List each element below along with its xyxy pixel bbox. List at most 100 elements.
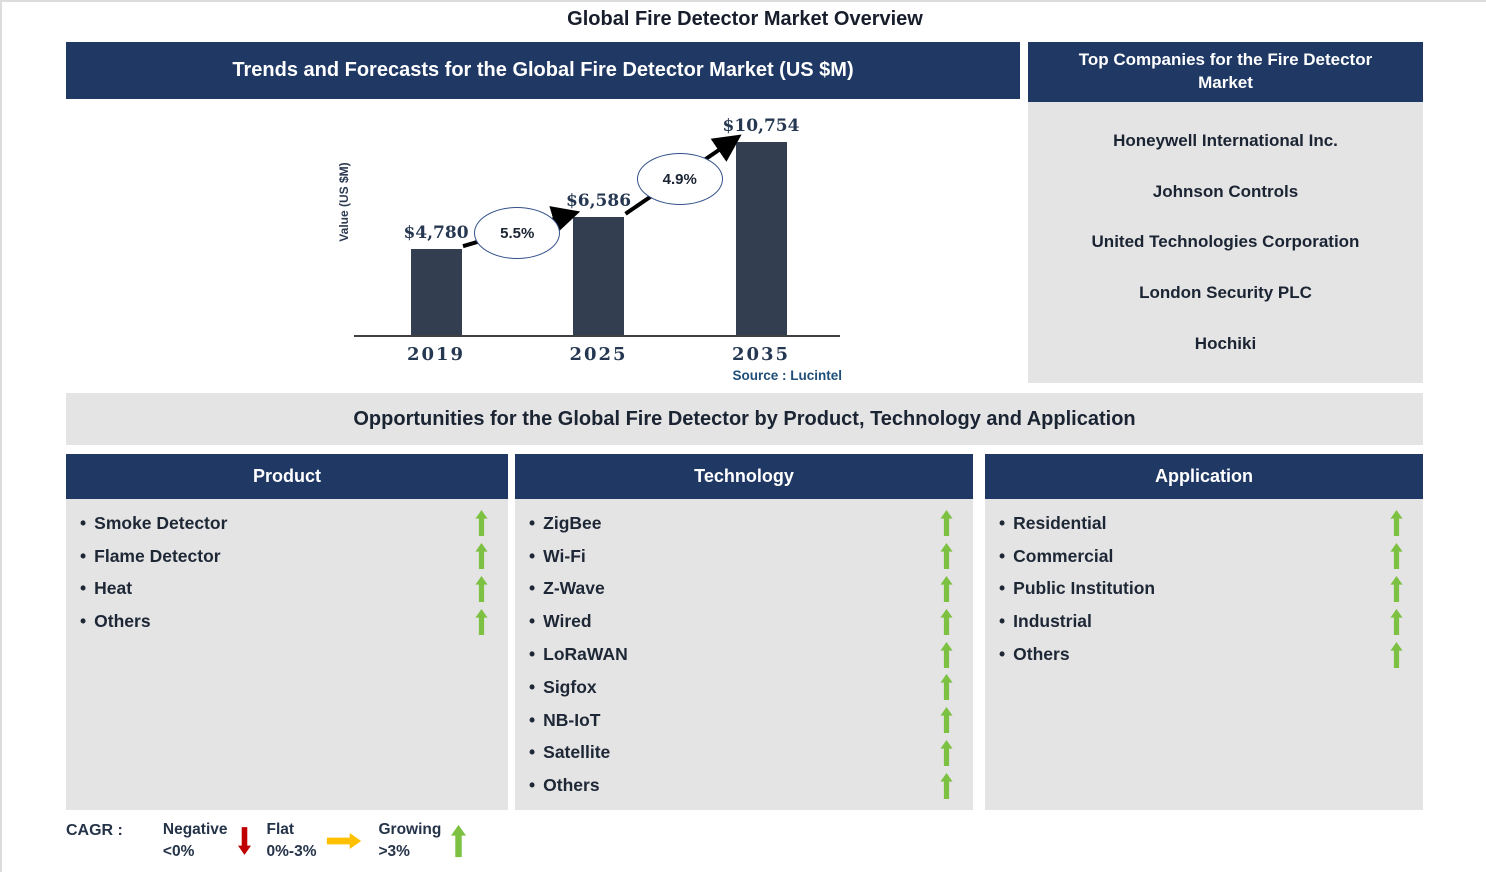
opportunity-item: • LoRaWAN bbox=[529, 638, 953, 671]
trends-panel-header-label: Trends and Forecasts for the Global Fire… bbox=[232, 59, 854, 81]
bullet: • bbox=[529, 742, 536, 763]
opportunity-item-label: LoRaWAN bbox=[543, 644, 628, 665]
cagr-annotation-oval: 4.9% bbox=[636, 153, 723, 206]
x-axis-tick-label: 2025 bbox=[569, 344, 628, 365]
opportunity-item: • Public Institution bbox=[999, 573, 1403, 606]
bullet: • bbox=[529, 512, 536, 533]
application-column-header: Application bbox=[985, 454, 1423, 499]
bullet: • bbox=[529, 611, 536, 632]
top-companies-panel: Top Companies for the Fire Detector Mark… bbox=[1028, 42, 1423, 383]
opportunity-item-label: Sigfox bbox=[543, 676, 597, 697]
trend-up-arrow-icon bbox=[940, 543, 953, 570]
company-item: Hochiki bbox=[1194, 333, 1257, 353]
trend-up-arrow-icon bbox=[475, 543, 488, 570]
opportunity-item: • ZigBee bbox=[529, 507, 953, 540]
cagr-up-arrow-icon bbox=[451, 824, 467, 858]
technology-column-header: Technology bbox=[515, 454, 973, 499]
bullet: • bbox=[529, 578, 536, 599]
bullet: • bbox=[80, 512, 87, 533]
bullet: • bbox=[80, 611, 87, 632]
bullet: • bbox=[80, 578, 87, 599]
trend-up-arrow-icon bbox=[940, 772, 953, 799]
page-title: Global Fire Detector Market Overview bbox=[567, 8, 923, 30]
opportunity-item-label: Smoke Detector bbox=[94, 512, 228, 533]
opportunity-item-label: Others bbox=[543, 775, 600, 796]
opportunity-item-label: Flame Detector bbox=[94, 545, 221, 566]
company-item: London Security PLC bbox=[1139, 283, 1312, 303]
bullet: • bbox=[529, 775, 536, 796]
top-companies-list: Honeywell International Inc. Johnson Cont… bbox=[1028, 102, 1423, 383]
opportunity-item: • Commercial bbox=[999, 540, 1403, 573]
legend-item-text: Negative <0% bbox=[162, 820, 228, 860]
trend-up-arrow-icon bbox=[1390, 608, 1403, 635]
legend-item-flat: Flat 0%-3% bbox=[267, 819, 379, 864]
trend-up-arrow-icon bbox=[940, 674, 953, 701]
bar-value-label: $4,780 bbox=[403, 223, 469, 244]
bar-2019 bbox=[410, 249, 462, 335]
trend-up-arrow-icon bbox=[475, 510, 488, 537]
top-companies-header-label: Top Companies for the Fire Detector Mark… bbox=[1078, 50, 1373, 92]
bullet: • bbox=[529, 545, 536, 566]
opportunities-band-label: Opportunities for the Global Fire Detect… bbox=[353, 407, 1136, 430]
opportunity-item: • Others bbox=[80, 605, 488, 638]
bar-2025 bbox=[573, 216, 624, 335]
opportunity-item: • Sigfox bbox=[529, 671, 953, 704]
opportunity-item-label: NB-IoT bbox=[543, 709, 601, 730]
bullet: • bbox=[999, 545, 1006, 566]
top-companies-header: Top Companies for the Fire Detector Mark… bbox=[1028, 42, 1423, 102]
trend-up-arrow-icon bbox=[475, 608, 488, 635]
bullet: • bbox=[999, 611, 1006, 632]
trend-up-arrow-icon bbox=[940, 510, 953, 537]
bar-value-label: $10,754 bbox=[722, 116, 800, 136]
bullet: • bbox=[999, 644, 1006, 665]
opportunity-item-label: Public Institution bbox=[1013, 578, 1156, 599]
technology-column-title: Technology bbox=[694, 466, 794, 486]
company-item: United Technologies Corporation bbox=[1091, 232, 1360, 252]
opportunity-item: • Flame Detector bbox=[80, 540, 488, 573]
company-item: Honeywell International Inc. bbox=[1113, 131, 1338, 151]
trend-up-arrow-icon bbox=[1390, 641, 1403, 668]
opportunity-item-label: Satellite bbox=[543, 742, 611, 763]
opportunity-item: • Others bbox=[999, 638, 1403, 671]
technology-column: Technology • ZigBee • Wi-Fi • Z-Wave • Wired • Lo… bbox=[515, 454, 973, 810]
market-forecast-bar-chart: Value (US $M) Source : Lucintel $4,780 20… bbox=[66, 99, 1020, 390]
chart-x-axis bbox=[354, 335, 840, 337]
legend-item-growing: Growing >3% bbox=[378, 819, 482, 864]
opportunity-item-label: Z-Wave bbox=[543, 578, 605, 599]
product-column: Product • Smoke Detector • Flame Detector • H… bbox=[66, 454, 508, 810]
trend-up-arrow-icon bbox=[940, 575, 953, 602]
application-column-list: • Residential • Commercial • Public Instituti… bbox=[985, 499, 1423, 810]
product-column-header: Product bbox=[66, 454, 508, 499]
opportunity-item: • Z-Wave bbox=[529, 573, 953, 606]
application-column-title: Application bbox=[1155, 466, 1253, 486]
opportunity-item-label: Wired bbox=[543, 611, 592, 632]
cagr-down-arrow-icon bbox=[237, 827, 251, 855]
trend-up-arrow-icon bbox=[940, 739, 953, 766]
bullet: • bbox=[529, 676, 536, 697]
cagr-annotation-oval: 5.5% bbox=[474, 207, 561, 259]
opportunity-item-label: ZigBee bbox=[543, 512, 602, 533]
opportunity-item-label: Residential bbox=[1013, 512, 1107, 533]
bullet: • bbox=[529, 709, 536, 730]
opportunity-item: • Heat bbox=[80, 573, 488, 606]
opportunities-band: Opportunities for the Global Fire Detect… bbox=[66, 393, 1423, 445]
opportunity-item: • Industrial bbox=[999, 605, 1403, 638]
opportunity-item: • Others bbox=[529, 769, 953, 802]
opportunity-item: • Satellite bbox=[529, 737, 953, 770]
bar-value-label: $6,586 bbox=[565, 190, 632, 211]
x-axis-tick-label: 2019 bbox=[406, 344, 466, 365]
opportunity-item: • Wi-Fi bbox=[529, 540, 953, 573]
opportunity-item: • Wired bbox=[529, 605, 953, 638]
opportunity-item: • Smoke Detector bbox=[80, 507, 488, 540]
bullet: • bbox=[999, 578, 1006, 599]
bar-2035 bbox=[735, 142, 787, 335]
opportunity-item: • Residential bbox=[999, 507, 1403, 540]
application-column: Application • Residential • Commercial • Publ… bbox=[985, 454, 1423, 810]
trend-up-arrow-icon bbox=[940, 707, 953, 734]
technology-column-list: • ZigBee • Wi-Fi • Z-Wave • Wired • LoRaWAN • Sigfo… bbox=[515, 499, 973, 810]
legend-item-text: Flat 0%-3% bbox=[266, 820, 317, 860]
bullet: • bbox=[80, 545, 87, 566]
trend-up-arrow-icon bbox=[1390, 543, 1403, 570]
legend-item-negative: Negative <0% bbox=[163, 819, 267, 864]
opportunity-item-label: Commercial bbox=[1013, 545, 1114, 566]
